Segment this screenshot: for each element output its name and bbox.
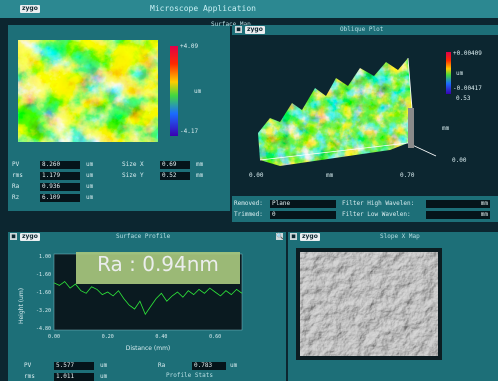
surface-profile-title: Surface Profile	[116, 233, 170, 241]
profile-stat-label: rms	[24, 373, 35, 381]
trimmed-label: Trimmed:	[234, 211, 263, 219]
oblique-legend-top: +0.00409	[453, 50, 482, 58]
oblique-legend-bottom: -0.00417	[453, 85, 482, 93]
surface-map-image[interactable]	[18, 40, 158, 142]
profile-menu-button[interactable]: ■	[10, 233, 17, 240]
profile-ra-unit: um	[230, 362, 237, 370]
window-title: Microscope Application	[150, 0, 256, 18]
surface-size-label: Size Y	[122, 172, 144, 180]
profile-x-tick-label: 0.40	[155, 334, 167, 340]
surface-size-label: Size X	[122, 161, 144, 169]
surface-map-colorbar	[170, 46, 178, 136]
ra-overlay-badge: Ra : 0.94nm	[76, 252, 240, 284]
surface-stat-label: Ra	[12, 183, 19, 191]
profile-stat-value: 5.577	[54, 362, 94, 370]
filter-low-label: Filter Low Wavelen:	[342, 211, 411, 219]
profile-y-tick-label: -4.80	[36, 326, 51, 332]
slope-map-header: ■ zygo Slope X Map	[288, 232, 498, 242]
profile-stat-unit: um	[100, 362, 107, 370]
filter-high-label: Filter High Wavelen:	[342, 200, 414, 208]
slope-zygo-logo: zygo	[300, 233, 320, 241]
slope-menu-button[interactable]: ■	[290, 233, 297, 240]
ra-overlay-text: Ra : 0.94nm	[76, 252, 240, 284]
surface-stat-unit: um	[86, 194, 93, 202]
profile-y-tick-label: -3.20	[36, 308, 51, 314]
oblique-zygo-logo: zygo	[245, 26, 265, 34]
profile-ylabel: Height (um)	[18, 288, 25, 324]
removed-label: Removed:	[234, 200, 263, 208]
profile-y-tick-label: -1.60	[36, 290, 51, 296]
oblique-plot-title: Oblique Plot	[340, 26, 383, 34]
oblique-x-end: 0.70	[400, 172, 414, 180]
oblique-plot-header: ■ zygo Oblique Plot	[232, 25, 498, 35]
surface-stat-value: 0.936	[40, 183, 80, 191]
profile-y-tick-label: 1.00	[39, 254, 51, 260]
filter-high-value[interactable]: mm	[426, 200, 490, 208]
slope-map-image[interactable]	[296, 248, 442, 360]
slope-map-title: Slope X Map	[380, 233, 420, 241]
profile-stat-label: PV	[24, 362, 31, 370]
window-title-bar: zygo Microscope Application	[0, 0, 498, 18]
profile-ra-value: 0.783	[192, 362, 226, 370]
profile-x-tick-label: 0.20	[102, 334, 114, 340]
surface-stat-unit: um	[86, 161, 93, 169]
colorbar-unit-label: um	[194, 88, 201, 96]
oblique-x-start: 0.00	[249, 172, 263, 180]
removed-value[interactable]: Plane	[270, 200, 336, 208]
surface-stat-value: 8.260	[40, 161, 80, 169]
surface-stat-value: 1.179	[40, 172, 80, 180]
surface-stat-label: PV	[12, 161, 19, 169]
profile-ra-label: Ra	[158, 362, 165, 370]
oblique-3d-plot[interactable]	[240, 48, 440, 178]
profile-stat-value: 1.011	[54, 373, 94, 381]
surface-size-unit: mm	[196, 161, 203, 169]
surface-profile-header: ■ zygo Surface Profile 🔍	[8, 232, 286, 242]
oblique-legend-scale: 0.53	[456, 95, 470, 103]
surface-stat-unit: um	[86, 172, 93, 180]
surface-size-value: 0.52	[160, 172, 190, 180]
oblique-legend-unit: um	[456, 70, 463, 78]
colorbar-top-label: +4.09	[180, 43, 198, 51]
oblique-z-value: 0.00	[452, 157, 466, 165]
profile-zoom-icon[interactable]: 🔍	[276, 233, 283, 240]
oblique-x-unit: mm	[326, 172, 333, 180]
profile-stat-unit: um	[100, 373, 107, 381]
surface-stat-label: Rz	[12, 194, 19, 202]
zygo-logo: zygo	[20, 5, 40, 13]
profile-x-tick-label: 0.60	[209, 334, 221, 340]
profile-stats-footer: Profile Stats	[166, 372, 213, 380]
oblique-z-unit: mm	[442, 125, 449, 133]
surface-stat-label: rms	[12, 172, 23, 180]
oblique-menu-button[interactable]: ■	[235, 26, 242, 33]
profile-x-tick-label: 0.00	[48, 334, 60, 340]
profile-zygo-logo: zygo	[20, 233, 40, 241]
surface-size-value: 0.69	[160, 161, 190, 169]
surface-stat-unit: um	[86, 183, 93, 191]
profile-xlabel: Distance (mm)	[126, 345, 171, 352]
trimmed-value[interactable]: 0	[270, 211, 336, 219]
surface-stat-value: 6.109	[40, 194, 80, 202]
surface-size-unit: mm	[196, 172, 203, 180]
colorbar-bottom-label: -4.17	[180, 128, 198, 136]
profile-y-tick-label: -1.60	[36, 272, 51, 278]
oblique-legend-colorbar	[446, 52, 451, 94]
filter-low-value[interactable]: mm	[426, 211, 490, 219]
